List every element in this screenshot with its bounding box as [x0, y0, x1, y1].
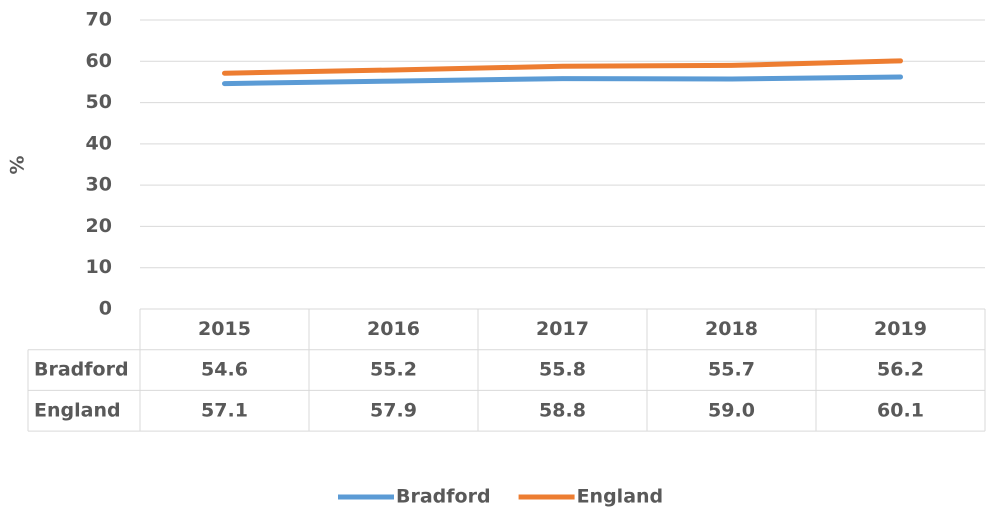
- y-tick-label: 10: [86, 256, 112, 278]
- table-cell: 55.8: [539, 359, 586, 381]
- x-tick-label: 2017: [536, 318, 589, 340]
- y-tick-label: 60: [86, 50, 112, 72]
- line-series: [222, 58, 903, 76]
- table-cell: 58.8: [539, 399, 586, 421]
- table-cell: 54.6: [201, 359, 248, 381]
- legend-label: Bradford: [396, 486, 491, 508]
- x-tick-label: 2015: [198, 318, 251, 340]
- table-cell: 57.9: [370, 399, 417, 421]
- y-axis-label: %: [7, 155, 29, 174]
- y-tick-label: 40: [86, 132, 112, 154]
- x-tick-label: 2018: [705, 318, 758, 340]
- table-cell: 55.2: [370, 359, 417, 381]
- table-cell: 57.1: [201, 399, 248, 421]
- y-tick-label: 30: [86, 174, 112, 196]
- y-tick-label: 70: [86, 9, 112, 31]
- table-row-label: Bradford: [34, 359, 129, 381]
- x-tick-label: 2016: [367, 318, 420, 340]
- x-tick-label: 2019: [874, 318, 927, 340]
- y-tick-label: 50: [86, 91, 112, 113]
- y-tick-label: 0: [99, 298, 112, 320]
- y-tick-label: 20: [86, 215, 112, 237]
- line-series: [222, 74, 903, 87]
- table-cell: 55.7: [708, 359, 755, 381]
- table-cell: 59.0: [708, 399, 755, 421]
- legend-label: England: [577, 486, 664, 508]
- table-cell: 60.1: [877, 399, 924, 421]
- table-row-label: England: [34, 399, 121, 421]
- table-cell: 56.2: [877, 359, 924, 381]
